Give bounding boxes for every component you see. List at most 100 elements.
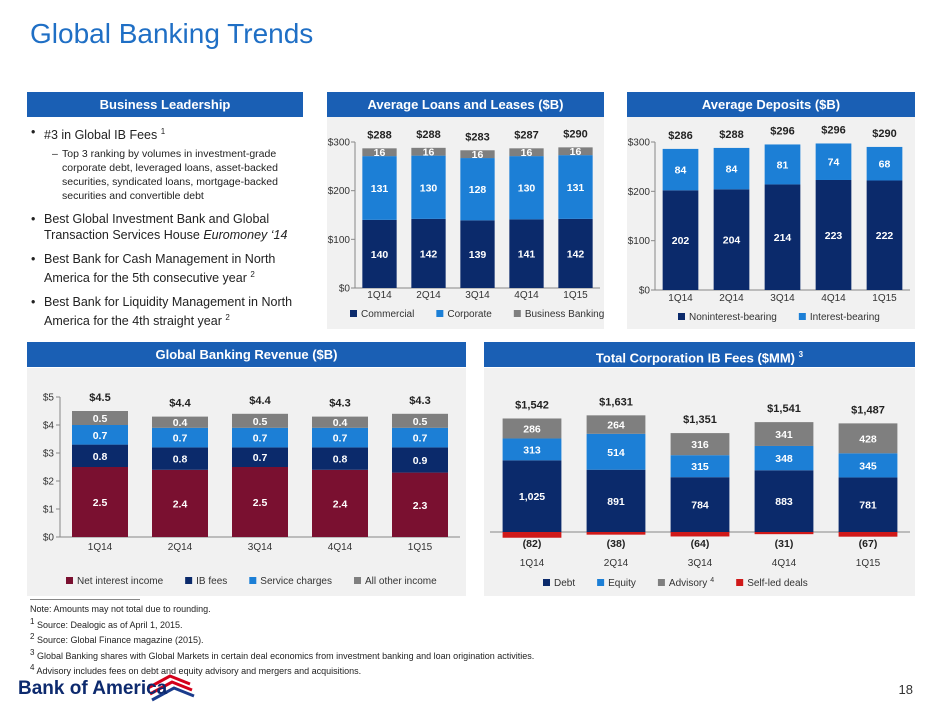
bar-segment	[586, 532, 646, 535]
bar-segment	[152, 416, 208, 428]
x-tick-label: 1Q14	[668, 293, 693, 304]
data-label: 2.5	[253, 497, 268, 509]
data-label: (31)	[775, 538, 794, 550]
logo-text: Bank of America	[18, 678, 168, 699]
x-tick-label: 2Q14	[416, 290, 441, 301]
data-label: 315	[691, 461, 709, 473]
data-label: 0.8	[173, 454, 188, 466]
footnote-mark: 2	[225, 313, 230, 323]
bar-segment	[558, 218, 593, 288]
bar-segment	[713, 147, 750, 190]
logo-flag	[147, 674, 195, 702]
legend-label: All other income	[365, 576, 437, 587]
legend-swatch	[185, 577, 193, 584]
y-tick-label: $2	[43, 477, 55, 488]
x-tick-label: 4Q14	[821, 293, 846, 304]
x-tick-label: 3Q14	[688, 558, 713, 569]
footnote-mark: 2	[250, 270, 255, 280]
data-label: 313	[523, 444, 541, 456]
footnote-text: Advisory includes fees on debt and equit…	[36, 666, 362, 676]
bar-segment	[362, 148, 397, 157]
bar-segment	[362, 219, 397, 288]
x-tick-label: 1Q14	[367, 290, 392, 301]
bar-segment	[232, 447, 288, 467]
sub-bullet: Top 3 ranking by volumes in investment-g…	[52, 147, 300, 203]
data-label: 84	[726, 164, 738, 176]
data-label: 141	[518, 249, 536, 261]
legend-note: 4	[710, 577, 714, 584]
bar-segment	[670, 433, 730, 456]
bullet-list: #3 in Global IB Fees 1 Top 3 ranking by …	[30, 124, 300, 329]
footnote-mark: 3	[30, 647, 35, 657]
total-label: $1,351	[683, 414, 717, 426]
data-label: 16	[521, 147, 533, 159]
panel-header: Total Corporation IB Fees ($MM) 3	[484, 342, 915, 367]
legend-label: Commercial	[361, 309, 414, 320]
bar-segment	[502, 418, 562, 439]
bar-segment	[460, 158, 495, 221]
data-label: 204	[723, 235, 741, 247]
total-label: $288	[416, 129, 440, 141]
data-label: 222	[876, 230, 894, 242]
y-tick-label: $0	[639, 286, 651, 297]
footnote-text: Source: Global Finance magazine (2015).	[36, 635, 204, 645]
data-label: 883	[775, 496, 793, 508]
legend-swatch	[543, 579, 550, 586]
bar-segment	[312, 416, 368, 428]
x-tick-label: 4Q14	[772, 558, 797, 569]
data-label: 0.4	[173, 417, 188, 429]
footnote-text: Global Banking shares with Global Market…	[36, 650, 535, 661]
data-label: 264	[607, 420, 625, 432]
data-label: 0.8	[333, 454, 348, 466]
bar-segment	[764, 184, 801, 290]
legend-label: Corporate	[447, 309, 492, 320]
data-label: 0.4	[333, 417, 348, 429]
x-tick-label: 4Q14	[514, 290, 539, 301]
x-tick-label: 2Q14	[168, 542, 193, 553]
legend-label: Business Banking	[525, 309, 605, 320]
legend-label: Equity	[608, 578, 636, 589]
data-label: 348	[775, 453, 793, 465]
bar-segment	[72, 411, 128, 425]
total-label: $4.4	[169, 398, 191, 410]
total-label: $290	[872, 128, 896, 140]
bar-segment	[460, 220, 495, 288]
panel-header: Business Leadership	[27, 92, 303, 117]
data-label: 428	[859, 433, 877, 445]
legend-label: IB fees	[196, 576, 227, 587]
footnote: 1 Source: Dealogic as of April 1, 2015.	[30, 616, 534, 632]
data-label: 223	[825, 230, 843, 242]
legend-swatch	[597, 579, 605, 586]
total-label: $287	[514, 129, 538, 141]
total-label: $4.3	[409, 395, 430, 407]
bar-segment	[509, 219, 544, 288]
total-label: $4.3	[329, 398, 350, 410]
footnote-mark: 4	[30, 663, 35, 672]
total-label: $283	[465, 131, 489, 143]
x-tick-label: 4Q14	[328, 542, 353, 553]
page-number: 18	[899, 682, 913, 697]
data-label: 68	[879, 159, 891, 171]
footnote-text: Note: Amounts may not total due to round…	[30, 604, 211, 614]
x-tick-label: 1Q14	[520, 558, 545, 569]
bar-segment	[232, 427, 288, 448]
legend-swatch	[678, 313, 685, 320]
bar-segment	[392, 472, 448, 537]
bullet-text: Best Global Investment Bank and Global T…	[44, 212, 270, 243]
bar-segment	[838, 453, 898, 478]
bar-segment	[312, 427, 368, 448]
data-label: 2.5	[93, 497, 108, 509]
data-label: 130	[518, 183, 536, 195]
bar-segment	[152, 427, 208, 448]
bar-segment	[586, 469, 646, 532]
data-label: 2.4	[173, 498, 188, 510]
x-tick-label: 2Q14	[604, 558, 629, 569]
legend-label: Noninterest-bearing	[689, 312, 777, 323]
footnotes: Note: Amounts may not total due to round…	[30, 604, 534, 678]
bullet-text: Best Bank for Liquidity Management in No…	[44, 295, 293, 329]
bar-segment	[815, 179, 852, 290]
total-label: $1,487	[851, 404, 885, 416]
bar-segment	[764, 144, 801, 185]
footnote: 3 Global Banking shares with Global Mark…	[30, 647, 534, 663]
